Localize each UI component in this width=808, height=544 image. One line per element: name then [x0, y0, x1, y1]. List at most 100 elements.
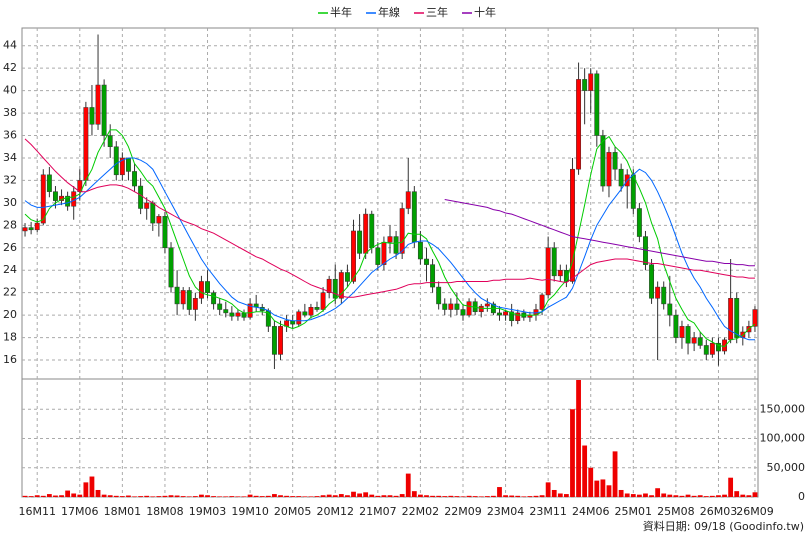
candle-body [594, 73, 600, 136]
candle-body [83, 107, 89, 181]
volume-bar [375, 495, 381, 497]
candle-body [28, 227, 34, 231]
volume-bar [302, 496, 308, 497]
volume-bar [290, 496, 296, 497]
volume-bar [515, 495, 521, 497]
x-tick-label: 22M02 [402, 505, 440, 518]
volume-bar [284, 495, 289, 497]
volume-bar [527, 496, 533, 497]
volume-bar [497, 487, 502, 497]
candle-body [393, 236, 399, 254]
volume-bar [150, 496, 156, 497]
candle-body [351, 230, 356, 282]
candle-body [606, 152, 612, 187]
candle-body [661, 286, 667, 305]
candle-body [722, 339, 727, 352]
volume-bar [132, 496, 137, 497]
candle-body [612, 152, 618, 170]
candle-body [649, 264, 655, 299]
candle-body [576, 79, 582, 170]
volume-bar [405, 473, 411, 497]
volume-bar [156, 496, 162, 497]
volume-bar [728, 477, 734, 497]
volume-bar [338, 494, 344, 497]
volume-bar [661, 493, 667, 497]
volume-bar [95, 489, 101, 497]
candle-body [363, 213, 369, 254]
volume-bar [53, 495, 58, 497]
candle-body [223, 309, 229, 314]
volume-bar [563, 494, 569, 497]
volume-bar [387, 495, 393, 497]
volume-bar [411, 491, 417, 497]
candle-body [673, 314, 679, 338]
candle-body [22, 227, 28, 232]
candle-body [679, 326, 685, 338]
y-tick-label: 44 [3, 39, 17, 52]
candle-body [278, 326, 283, 355]
volume-bar [703, 496, 709, 497]
y2-tick-label: 150,000 [760, 402, 806, 415]
candle-body [387, 236, 393, 243]
candle-body [132, 171, 137, 187]
volume-bar [655, 488, 661, 497]
candle-body [107, 135, 113, 147]
candle-body [296, 311, 302, 325]
volume-bar [265, 495, 271, 497]
volume-bar [430, 495, 435, 497]
volume-bar [484, 496, 490, 497]
x-tick-label: 23M11 [529, 505, 567, 518]
candle-body [570, 168, 575, 282]
candle-body [150, 202, 156, 224]
volume-bar [521, 496, 527, 497]
candle-body [271, 326, 277, 355]
x-tick-label: 25M01 [615, 505, 653, 518]
volume-bar [259, 496, 265, 497]
candle-body [509, 311, 515, 321]
volume-bar [253, 495, 259, 497]
candle-body [241, 312, 247, 318]
y-tick-label: 28 [3, 218, 17, 231]
x-tick-label: 18M01 [104, 505, 142, 518]
candle-body [113, 146, 119, 176]
y-tick-label: 20 [3, 308, 17, 321]
candle-body [539, 294, 545, 310]
volume-bar [369, 494, 375, 497]
candle-body [697, 337, 703, 346]
volume-bar [509, 495, 515, 497]
candle-body [734, 298, 740, 338]
candle-body [618, 168, 624, 187]
candle-body [563, 269, 569, 282]
y-tick-label: 38 [3, 106, 17, 119]
ma-line [444, 199, 755, 267]
candle-body [290, 320, 296, 325]
volume-bar [697, 495, 703, 497]
candle-body [460, 309, 466, 316]
volume-bar [77, 494, 83, 497]
volume-bar [272, 494, 277, 497]
volume-bar [570, 409, 575, 497]
volume-bar [582, 445, 588, 497]
volume-bar [40, 495, 46, 497]
volume-bar [138, 496, 144, 497]
candle-body [381, 241, 387, 265]
candle-body [551, 247, 557, 277]
volume-bar [162, 495, 168, 497]
candle-body [588, 73, 594, 91]
volume-bar [448, 495, 454, 497]
volume-bar [199, 494, 204, 497]
volume-bar [600, 479, 606, 497]
x-tick-label: 24M06 [572, 505, 610, 518]
volume-bar [734, 491, 740, 497]
plot-frame [21, 27, 759, 498]
volume-bar [716, 495, 721, 497]
y-tick-label: 18 [3, 331, 17, 344]
y-tick-label: 16 [3, 353, 17, 366]
volume-bar [211, 496, 217, 497]
volume-bar [436, 495, 442, 497]
candle-body [466, 301, 472, 316]
volume-bar [83, 482, 89, 497]
candle-body [503, 311, 509, 316]
